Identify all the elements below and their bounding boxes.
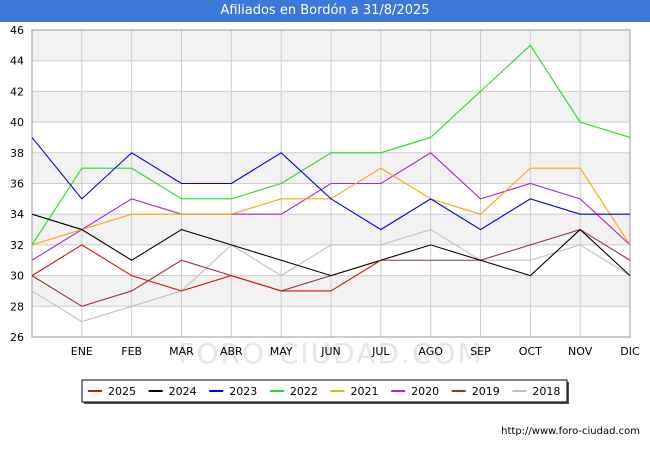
y-tick-label: 34 [10, 208, 24, 221]
x-tick-label: MAY [270, 345, 293, 358]
y-tick-label: 32 [10, 239, 24, 252]
y-tick-label: 26 [10, 331, 24, 344]
y-tick-label: 38 [10, 147, 24, 160]
legend-label-2024: 2024 [169, 385, 197, 398]
legend-label-2023: 2023 [229, 385, 257, 398]
legend-label-2020: 2020 [411, 385, 439, 398]
legend-label-2022: 2022 [290, 385, 318, 398]
footer-url[interactable]: http://www.foro-ciudad.com [501, 426, 640, 437]
legend-label-2025: 2025 [108, 385, 136, 398]
chart-title: Afiliados en Bordón a 31/8/2025 [0, 0, 650, 22]
legend-label-2018: 2018 [532, 385, 560, 398]
legend-box [81, 379, 568, 403]
legend-label-2021: 2021 [351, 385, 379, 398]
y-tick-label: 40 [10, 116, 24, 129]
x-tick-label: OCT [519, 345, 542, 358]
x-tick-label: ENE [71, 345, 93, 358]
x-tick-label: SEP [470, 345, 491, 358]
legend-label-2019: 2019 [472, 385, 500, 398]
x-tick-label: FEB [121, 345, 142, 358]
plot-border [31, 29, 631, 338]
watermark-text: FORO-CIUDAD.COM [178, 337, 483, 370]
series-line-2018 [31, 228, 631, 323]
x-tick-label: AGO [418, 345, 443, 358]
series-line-2020 [31, 152, 631, 261]
series-line-2022 [31, 44, 631, 246]
y-tick-label: 28 [10, 300, 24, 313]
x-tick-label: DIC [620, 345, 640, 358]
y-tick-label: 46 [10, 24, 24, 37]
y-tick-label: 30 [10, 270, 24, 283]
x-tick-label: MAR [169, 345, 194, 358]
series-line-2023 [31, 137, 630, 231]
series-line-2024 [31, 213, 631, 277]
y-tick-label: 44 [10, 55, 24, 68]
y-tick-label: 42 [10, 85, 24, 98]
x-tick-label: JUL [371, 345, 390, 358]
x-tick-label: NOV [568, 345, 593, 358]
x-tick-label: ABR [220, 345, 243, 358]
x-tick-label: JUN [320, 345, 341, 358]
series-line-2025 [31, 244, 382, 292]
y-tick-label: 36 [10, 178, 24, 191]
